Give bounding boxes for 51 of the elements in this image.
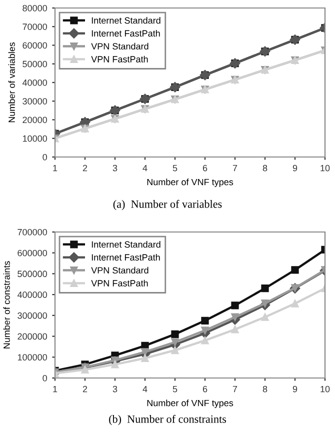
x-tick-label: 4: [142, 164, 148, 172]
legend-label: Internet Standard: [92, 17, 160, 24]
y-tick-label: 600000: [18, 250, 48, 256]
y-tick-label: 40000: [22, 79, 48, 86]
y-axis-title: Number of constraints: [3, 261, 10, 348]
y-tick-label: 200000: [18, 333, 48, 340]
legend-label: VPN FastPath: [91, 56, 148, 62]
x-tick-label: 8: [262, 164, 268, 172]
legend-label: VPN Standard: [91, 266, 148, 274]
legend-label: Internet FastPath: [92, 254, 160, 261]
x-axis-title: Number of VNF types: [147, 178, 234, 188]
text: (a) Number of variables: [113, 200, 222, 210]
y-tick-label: 70000: [22, 24, 48, 30]
x-tick-label: 2: [82, 386, 88, 392]
x-tick-label: 4: [142, 386, 148, 392]
y-tick-label: 60000: [22, 42, 48, 49]
legend-label: VPN Standard: [91, 42, 148, 50]
y-tick-label: 0: [42, 154, 48, 160]
x-tick-label: 10: [320, 386, 330, 392]
legend-label: VPN FastPath: [91, 280, 148, 286]
x-tick-label: 3: [112, 164, 118, 172]
x-tick-label: 1: [53, 164, 58, 172]
y-tick-label: 500000: [18, 270, 48, 278]
x-tick-label: 7: [232, 386, 238, 392]
x-tick-label: 5: [172, 164, 178, 172]
x-tick-label: 8: [262, 386, 268, 392]
x-tick-label: 7: [232, 164, 238, 172]
y-tick-label: 300000: [18, 312, 48, 319]
y-tick-label: 10000: [22, 135, 48, 142]
x-tick-label: 1: [53, 386, 58, 392]
x-tick-label: 5: [172, 386, 178, 392]
x-tick-label: 10: [320, 164, 330, 172]
x-tick-label: 3: [112, 386, 118, 392]
x-axis-title: Number of VNF types: [147, 400, 234, 408]
y-tick-label: 100000: [18, 354, 48, 361]
x-tick-label: 6: [202, 386, 208, 392]
y-tick-label: 80000: [22, 4, 48, 12]
x-tick-label: 2: [82, 164, 88, 172]
y-axis-title: Number of variables: [8, 42, 15, 122]
x-tick-label: 9: [292, 164, 298, 172]
y-tick-label: 0: [42, 374, 48, 382]
text: (b) Number of constraints: [109, 414, 226, 426]
x-tick-label: 6: [202, 164, 208, 172]
y-tick-label: 50000: [22, 60, 48, 68]
y-tick-label: 30000: [22, 98, 48, 104]
y-tick-label: 20000: [22, 116, 48, 124]
y-tick-label: 700000: [18, 228, 48, 236]
legend-label: Internet FastPath: [92, 30, 160, 37]
x-tick-label: 9: [292, 386, 298, 392]
y-tick-label: 400000: [17, 292, 48, 298]
legend-label: Internet Standard: [92, 241, 160, 248]
